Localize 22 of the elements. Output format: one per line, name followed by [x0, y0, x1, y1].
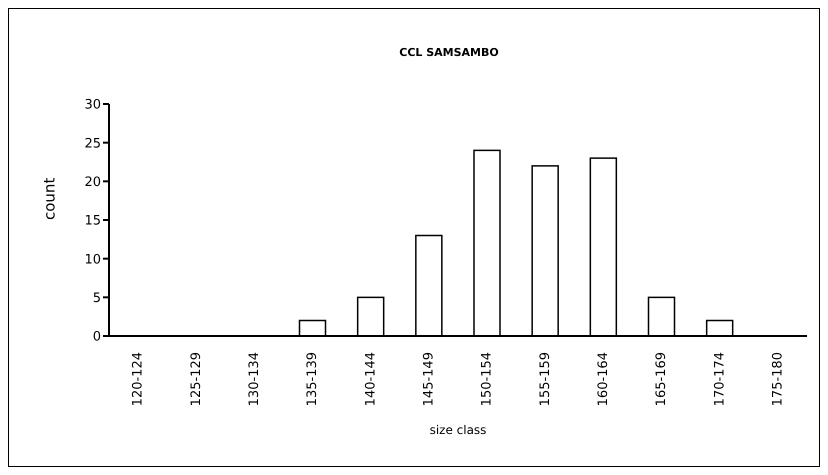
x-tick-label: 175-180 — [770, 352, 786, 406]
y-tick-label: 30 — [84, 98, 101, 113]
x-tick-label: 170-174 — [712, 352, 728, 406]
y-tick-label: 0 — [92, 330, 101, 345]
y-tick-label: 5 — [92, 290, 101, 306]
x-tick-label: 160-164 — [596, 352, 611, 406]
y-tick-label: 10 — [84, 252, 101, 268]
x-tick-label: 140-144 — [363, 352, 378, 406]
x-axis-title: size class — [430, 423, 486, 437]
x-tick-label: 145-149 — [421, 352, 436, 406]
y-tick-label: 20 — [84, 174, 101, 190]
chart-title: CCL SAMSAMBO — [398, 46, 500, 59]
x-tick-label: 125-129 — [188, 352, 204, 406]
x-tick-label: 150-154 — [480, 352, 495, 406]
x-tick-label: 130-134 — [246, 352, 262, 406]
x-tick-label: 135-139 — [305, 352, 320, 406]
x-tick-label: 155-159 — [538, 352, 553, 406]
y-tick-label: 25 — [84, 136, 101, 152]
y-axis-title: count — [40, 178, 58, 220]
x-tick-label: 165-169 — [654, 352, 670, 406]
x-tick-label: 120-124 — [130, 352, 146, 406]
y-tick-label: 15 — [84, 214, 101, 229]
